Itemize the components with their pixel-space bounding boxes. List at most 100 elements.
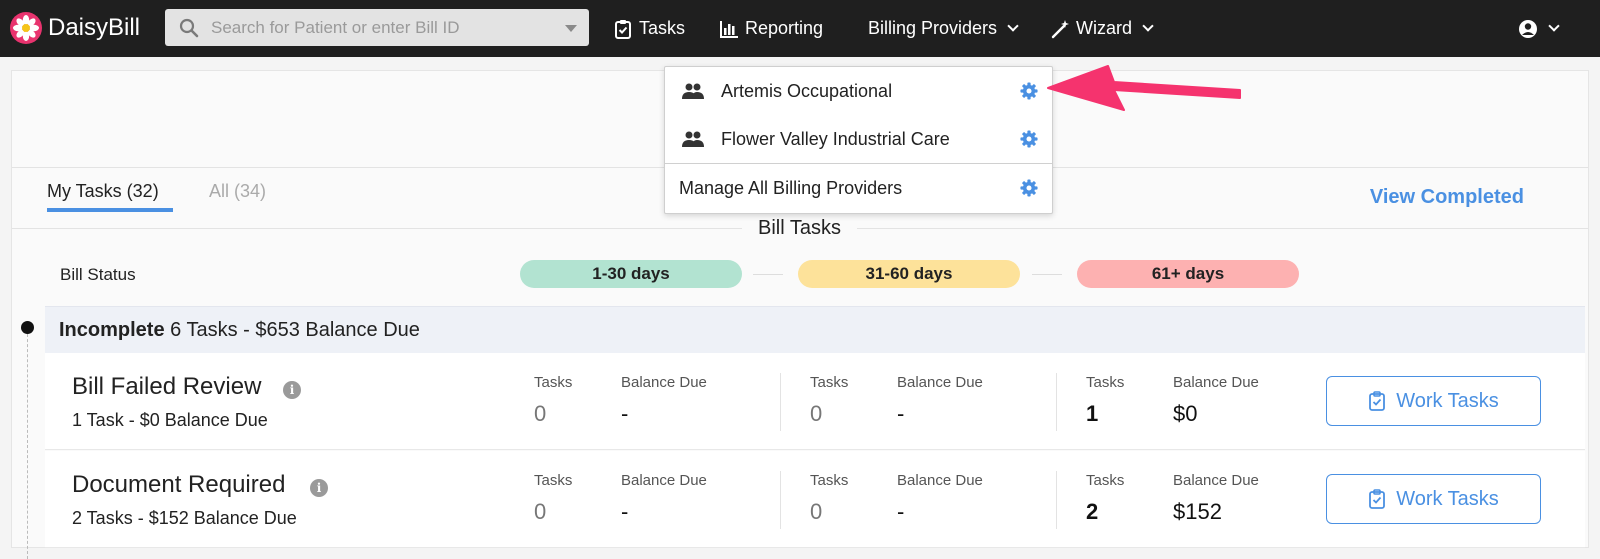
bill-status-row: Bill Status 1-30 days 31-60 days 61+ day… [12,255,1588,295]
tasks-header: Tasks [810,374,849,391]
tab-all-label: All (34) [209,181,267,201]
users-icon [682,83,704,99]
balance-header: Balance Due [1173,374,1259,391]
balance-header: Balance Due [897,374,983,391]
column-divider [1056,471,1057,529]
users-icon [682,131,704,147]
tab-my-tasks-label: My Tasks (32) [47,181,159,201]
tab-all[interactable]: All (34) [209,181,266,202]
task-row: Bill Failed Review i 1 Task - $0 Balance… [45,353,1585,450]
tab-my-tasks[interactable]: My Tasks (32) [47,181,173,212]
tasks-header: Tasks [1086,472,1125,489]
tasks-count: 0 [534,499,547,524]
nav-wizard[interactable]: Wizard [1050,0,1154,57]
balance-value: - [897,499,905,524]
tasks-count: 0 [534,401,547,426]
nav-reporting-label: Reporting [745,18,824,38]
section-title: Bill Tasks [742,217,857,240]
account-menu[interactable] [1518,0,1560,57]
divider [1032,274,1062,275]
gear-icon[interactable] [1020,82,1038,100]
chevron-down-icon [1142,20,1154,32]
provider-name: Flower Valley Industrial Care [721,128,950,149]
nav-billing-providers-label: Billing Providers [868,18,998,38]
balance-value: $152 [1173,499,1222,524]
info-icon[interactable]: i [310,479,328,497]
nav-tasks[interactable]: Tasks [613,0,685,57]
clipboard-check-icon [1369,391,1386,411]
nav-reporting[interactable]: Reporting [719,0,823,57]
active-tab-underline [47,208,173,212]
balance-value: - [897,401,905,426]
work-tasks-label: Work Tasks [1396,389,1499,412]
bucket-61-plus-days: 61+ days [1077,260,1299,288]
work-tasks-button[interactable]: Work Tasks [1326,474,1541,524]
tasks-count: 2 [1086,499,1099,524]
app-name: DaisyBill [48,14,141,41]
manage-all-billing-providers[interactable]: Manage All Billing Providers [665,164,1052,212]
tasks-header: Tasks [810,472,849,489]
daisy-icon [10,12,42,44]
nav-tasks-label: Tasks [639,18,686,38]
task-row-subtitle: 1 Task - $0 Balance Due [72,410,268,430]
gear-icon[interactable] [1020,179,1038,197]
search-dropdown-caret-icon[interactable] [565,25,577,32]
group-header-incomplete[interactable]: Incomplete 6 Tasks - $653 Balance Due [45,306,1585,353]
bucket-1-30-days: 1-30 days [520,260,742,288]
balance-value: - [621,499,629,524]
search-input[interactable] [211,17,541,38]
group-name: Incomplete [59,319,165,341]
balance-value: - [621,401,629,426]
balance-value: $0 [1173,401,1198,426]
tasks-header: Tasks [534,472,573,489]
top-navbar: DaisyBill Tasks Reporting Billing Provid… [0,0,1600,57]
magic-wand-icon [1051,19,1069,38]
billing-providers-dropdown: Artemis Occupational Flower Valley Indus… [664,66,1053,214]
main-panel: My Tasks (32) All (34) View Completed Bi… [11,70,1589,559]
task-row: Document Required i 2 Tasks - $152 Balan… [45,451,1585,548]
task-row-title: Bill Failed Review [72,373,262,400]
timeline-line [27,329,28,559]
column-divider [780,471,781,529]
nav-billing-providers[interactable]: Billing Providers [868,0,1019,57]
tasks-header: Tasks [534,374,573,391]
task-row-subtitle: 2 Tasks - $152 Balance Due [72,508,297,528]
patient-search[interactable] [165,9,589,46]
info-icon[interactable]: i [283,381,301,399]
balance-header: Balance Due [897,472,983,489]
provider-item-artemis-occupational[interactable]: Artemis Occupational [665,67,1052,115]
column-divider [1056,373,1057,431]
tasks-header: Tasks [1086,374,1125,391]
group-summary: 6 Tasks - $653 Balance Due [164,319,420,341]
tasks-count: 0 [810,499,823,524]
clipboard-check-icon [615,19,631,39]
provider-name: Artemis Occupational [721,80,893,101]
annotation-arrow-icon [1047,65,1241,111]
divider [753,274,783,275]
user-circle-icon [1519,19,1537,38]
tasks-count: 1 [1086,401,1099,426]
balance-header: Balance Due [621,472,707,489]
view-completed-link[interactable]: View Completed [1369,186,1524,208]
dropdown-divider [665,163,1052,164]
bar-chart-icon [720,20,738,38]
column-divider [780,373,781,431]
timeline-dot [21,321,34,334]
bill-status-label: Bill Status [60,265,136,284]
work-tasks-button[interactable]: Work Tasks [1326,376,1541,426]
nav-wizard-label: Wizard [1076,18,1133,38]
gear-icon[interactable] [1020,130,1038,148]
app-logo[interactable]: DaisyBill [10,11,140,45]
tasks-count: 0 [810,401,823,426]
search-icon [179,18,199,37]
chevron-down-icon [1548,20,1560,32]
clipboard-check-icon [1369,489,1386,509]
balance-header: Balance Due [621,374,707,391]
provider-item-flower-valley-industrial-care[interactable]: Flower Valley Industrial Care [665,115,1052,163]
work-tasks-label: Work Tasks [1396,487,1499,510]
manage-label: Manage All Billing Providers [679,177,903,198]
chevron-down-icon [1007,20,1019,32]
bucket-31-60-days: 31-60 days [798,260,1020,288]
balance-header: Balance Due [1173,472,1259,489]
task-row-title: Document Required [72,471,286,498]
